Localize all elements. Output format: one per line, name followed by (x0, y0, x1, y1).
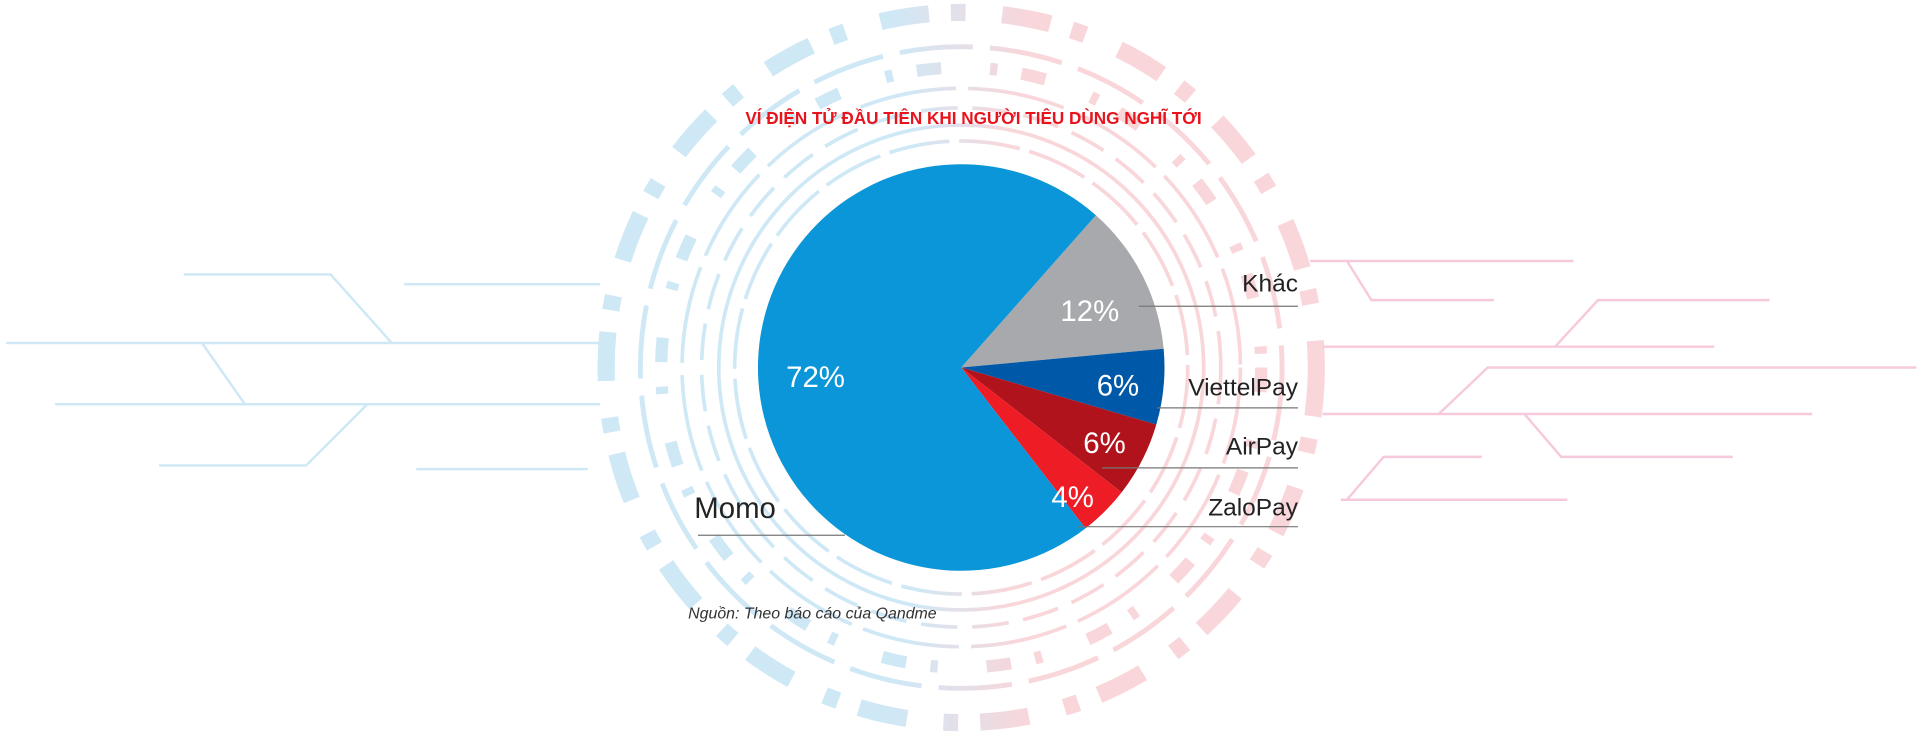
pie-slice (961, 348, 1165, 425)
legend-label: ZaloPay (1208, 495, 1299, 522)
pie-slice (757, 164, 1096, 571)
pie-slice (961, 367, 1122, 529)
decoration-arrows-left (6, 273, 600, 471)
pie: Khác 12% ViettelPay 6% AirPay 6% ZaloPay 4% Momo… (694, 164, 1299, 571)
data-label: 6% (1083, 427, 1125, 460)
data-label: 4% (1051, 481, 1093, 514)
source: Nguồn: Theo báo cáo của Qandme (688, 606, 937, 623)
legend-label: Khác (1242, 271, 1298, 298)
data-label: 72% (786, 361, 845, 394)
data-label: 12% (1060, 295, 1119, 328)
legend-label: ViettelPay (1188, 375, 1298, 402)
decoration-arrows-right (1310, 259, 1917, 501)
pie-slice (961, 367, 1157, 493)
data-label: 6% (1097, 370, 1139, 403)
legend-label: AirPay (1226, 433, 1299, 460)
decoration (597, 3, 1325, 732)
legend-label: Momo (694, 492, 776, 525)
chart-title: VÍ ĐIỆN TỬ ĐẦU TIÊN KHI NGƯỜI TIÊU DÙNG … (745, 108, 1201, 128)
pie-slice (961, 215, 1164, 368)
